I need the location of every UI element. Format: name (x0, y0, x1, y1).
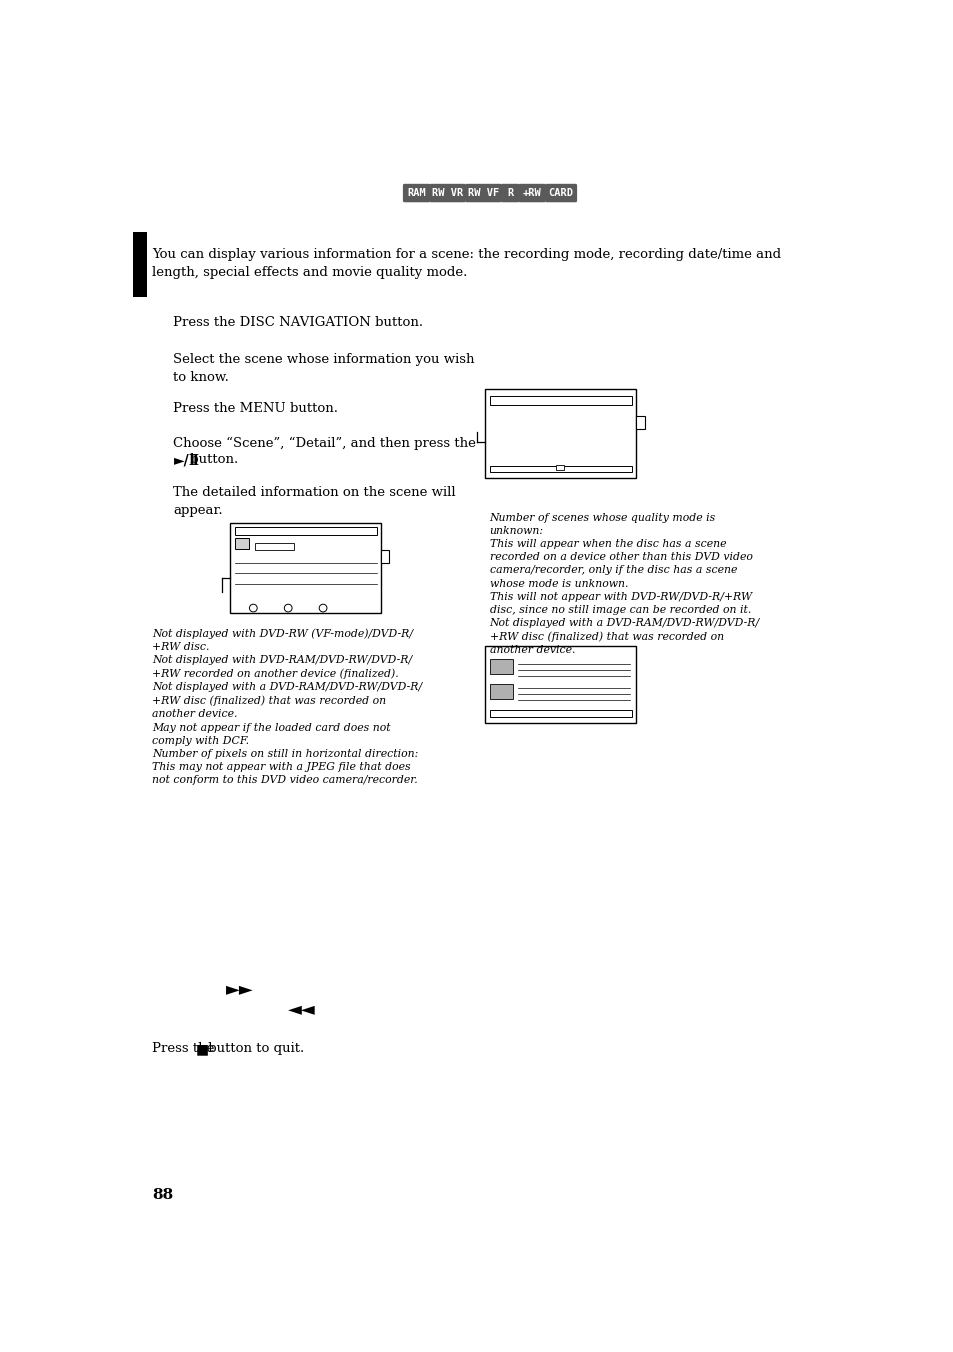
Text: ►►: ►► (226, 980, 253, 998)
Text: CARD: CARD (548, 188, 573, 197)
Text: RW VF: RW VF (467, 188, 498, 197)
Text: button to quit.: button to quit. (204, 1042, 304, 1056)
Text: ■: ■ (195, 1042, 209, 1056)
Text: +RW: +RW (522, 188, 541, 197)
Bar (234, 527, 376, 535)
Text: Press the DISC NAVIGATION button.: Press the DISC NAVIGATION button. (173, 316, 423, 330)
FancyBboxPatch shape (402, 184, 430, 203)
Bar (254, 544, 294, 550)
Text: You can display various information for a scene: the recording mode, recording d: You can display various information for … (152, 249, 781, 280)
Text: R: R (506, 188, 513, 197)
FancyBboxPatch shape (429, 184, 465, 203)
Text: Press the: Press the (152, 1042, 218, 1056)
Text: Select the scene whose information you wish
to know.: Select the scene whose information you w… (173, 353, 475, 384)
FancyBboxPatch shape (500, 184, 518, 203)
Bar (489, 684, 513, 699)
Bar (230, 523, 381, 614)
Text: ◄◄: ◄◄ (288, 1000, 315, 1018)
Text: 88: 88 (152, 1188, 172, 1202)
Text: Press the MENU button.: Press the MENU button. (173, 403, 338, 415)
Text: Not displayed with DVD-RW (VF-mode)/DVD-R/
+RW disc.
Not displayed with DVD-RAM/: Not displayed with DVD-RW (VF-mode)/DVD-… (152, 629, 421, 786)
Bar (484, 389, 636, 479)
Text: RW VR: RW VR (432, 188, 463, 197)
FancyBboxPatch shape (465, 184, 501, 203)
Bar (489, 658, 513, 675)
Bar (489, 711, 631, 717)
FancyBboxPatch shape (518, 184, 545, 203)
Circle shape (284, 604, 292, 612)
Bar (381, 549, 389, 562)
Bar (234, 538, 249, 549)
Text: Number of scenes whose quality mode is
unknown:
This will appear when the disc h: Number of scenes whose quality mode is u… (489, 512, 759, 656)
Text: button.: button. (186, 453, 238, 466)
Circle shape (319, 604, 327, 612)
Text: Choose “Scene”, “Detail”, and then press the: Choose “Scene”, “Detail”, and then press… (173, 437, 476, 450)
Text: RAM: RAM (407, 188, 426, 197)
Bar (636, 415, 644, 430)
Circle shape (249, 604, 257, 612)
Bar (489, 396, 631, 404)
Bar (489, 465, 631, 472)
Bar (556, 465, 563, 470)
Text: The detailed information on the scene will
appear.: The detailed information on the scene wi… (173, 485, 456, 516)
FancyBboxPatch shape (544, 184, 577, 203)
Text: ►/Ⅱ: ►/Ⅱ (173, 453, 199, 468)
Bar (133, 231, 147, 297)
Bar (484, 646, 636, 723)
